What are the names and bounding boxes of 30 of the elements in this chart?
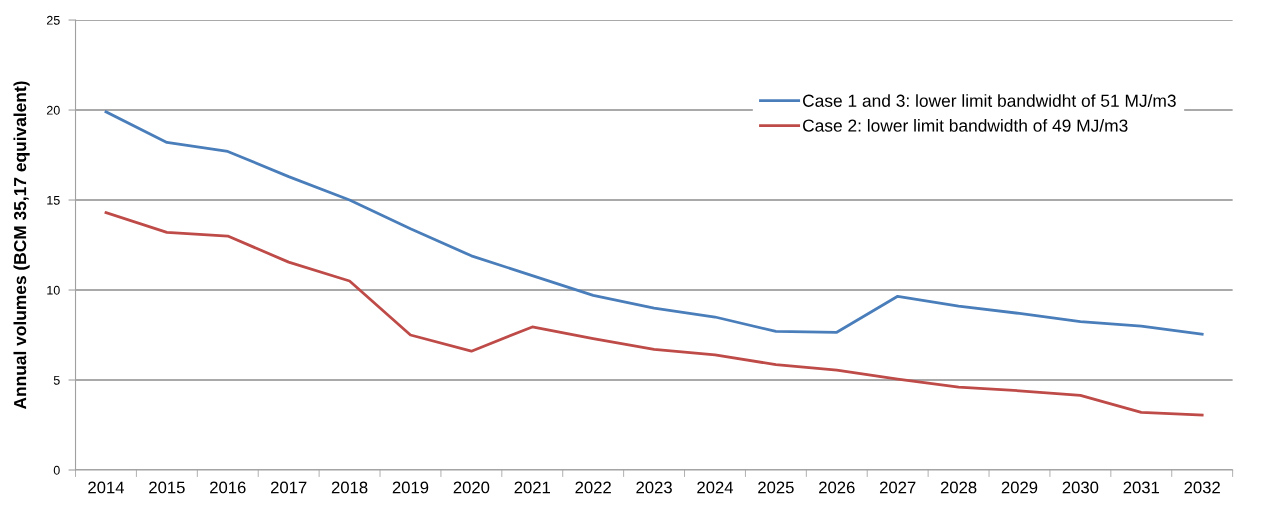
y-tick-label: 0 bbox=[53, 465, 60, 475]
x-tick-label: 2021 bbox=[514, 481, 550, 494]
line-series bbox=[104, 110, 1204, 336]
y-tick-label: 25 bbox=[46, 15, 60, 25]
x-tick-label: 2019 bbox=[392, 481, 429, 494]
x-tick-label: 2014 bbox=[88, 481, 125, 494]
x-tick-label: 2015 bbox=[149, 481, 185, 494]
x-tick-label: 2028 bbox=[940, 481, 977, 494]
y-axis-title: Annual volumes (BCM 35,17 equivalent) bbox=[13, 81, 30, 410]
y-tick-label: 10 bbox=[47, 285, 60, 295]
x-tick-label: 2031 bbox=[1123, 481, 1160, 494]
x-tick-label: 2018 bbox=[331, 481, 368, 494]
x-tick-label: 2016 bbox=[210, 481, 246, 494]
x-tick-label: 2029 bbox=[1001, 481, 1038, 494]
y-tick-label: 20 bbox=[46, 105, 60, 115]
x-tick-label: 2023 bbox=[636, 481, 672, 494]
y-tick-label: 15 bbox=[47, 195, 60, 205]
x-tick-label: 2020 bbox=[453, 481, 490, 494]
x-tick-label: 2025 bbox=[758, 481, 794, 494]
legend-label: Case 2: lower limit bandwidth of 49 MJ/m3 bbox=[803, 119, 1128, 132]
x-tick-label: 2017 bbox=[270, 481, 307, 494]
x-tick-label: 2024 bbox=[697, 481, 734, 494]
x-tick-label: 2026 bbox=[819, 481, 855, 494]
y-tick-label: 5 bbox=[53, 375, 60, 385]
line-series bbox=[104, 211, 1204, 417]
x-tick-label: 2022 bbox=[575, 481, 611, 494]
x-tick-label: 2030 bbox=[1062, 481, 1099, 494]
x-tick-label: 2032 bbox=[1184, 481, 1220, 494]
x-tick-label: 2027 bbox=[879, 481, 916, 494]
legend-label: Case 1 and 3: lower limit bandwidht of 51 MJ/m3 bbox=[803, 94, 1176, 107]
